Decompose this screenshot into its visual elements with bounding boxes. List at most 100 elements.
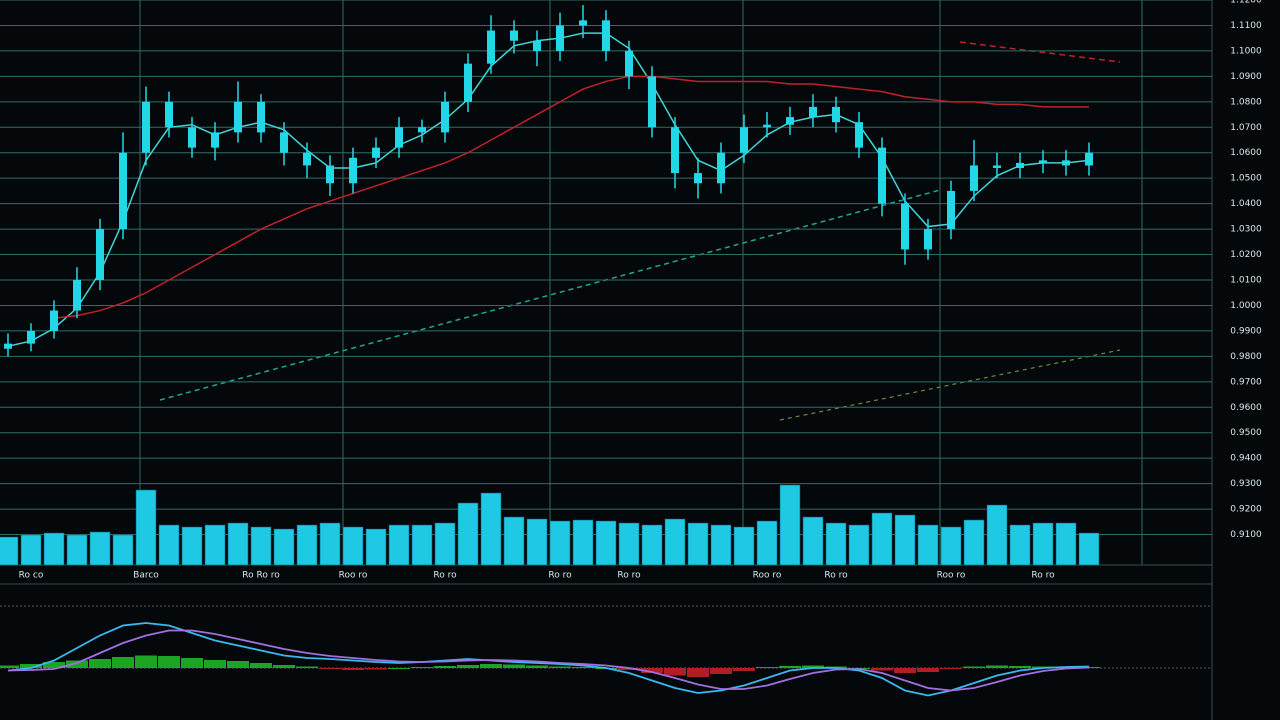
macd-histogram [89, 659, 111, 668]
trend-line [779, 349, 1121, 421]
macd-histogram [135, 655, 157, 668]
volume-bar [0, 536, 19, 566]
macd-histogram [388, 668, 410, 669]
y-tick-label: 1.1000 [1230, 46, 1262, 56]
volume-bar [66, 534, 88, 566]
macd-histogram [296, 666, 318, 668]
candle-body [73, 280, 81, 311]
candle-body [855, 122, 863, 148]
y-tick-label: 1.0300 [1230, 225, 1262, 235]
volume-bar [43, 532, 65, 566]
volume-bar [135, 489, 157, 566]
x-tick-label: Ro ro [548, 571, 572, 581]
volume-bar [595, 520, 617, 566]
candle-body [1016, 162, 1024, 168]
volume-bar [917, 524, 939, 566]
macd-line [7, 629, 1090, 692]
candle-body [487, 30, 495, 64]
x-tick-label: Ro co [19, 571, 44, 581]
volume-bar [296, 524, 318, 566]
volume-bar [526, 518, 548, 566]
volume-bar [825, 522, 847, 566]
candle-body [970, 165, 978, 191]
macd-histogram [319, 668, 341, 669]
x-tick-label: Ro ro [1031, 571, 1055, 581]
volume-bar [963, 519, 985, 566]
volume-bar [342, 526, 364, 566]
volume-bar [204, 524, 226, 566]
candle-body [165, 101, 173, 128]
volume-bar [687, 522, 709, 566]
candle-body [510, 30, 518, 41]
candle-body [832, 106, 840, 123]
y-tick-label: 0.9700 [1230, 377, 1262, 387]
x-tick-label: Barco [133, 571, 159, 581]
y-tick-label: 0.9500 [1230, 428, 1262, 438]
candle-body [464, 63, 472, 102]
candle-body [1062, 160, 1070, 166]
candle-body [50, 310, 58, 331]
candle-body [625, 50, 633, 77]
candle-body [119, 152, 127, 230]
candle-body [924, 229, 932, 250]
volume-bar [1032, 522, 1054, 566]
candle-body [4, 343, 12, 349]
candle-body [556, 25, 564, 51]
candle-body [786, 117, 794, 125]
y-tick-label: 0.9900 [1230, 326, 1262, 336]
macd-histogram [181, 658, 203, 668]
volume-bar [480, 492, 502, 566]
volume-bar [802, 516, 824, 566]
candle-body [326, 165, 334, 184]
y-tick-label: 1.0600 [1230, 148, 1262, 158]
macd-histogram [204, 660, 226, 668]
candle-body [648, 76, 656, 128]
candle-body [947, 190, 955, 230]
y-tick-label: 1.0700 [1230, 123, 1262, 133]
candle-body [280, 132, 288, 153]
macd-histogram [664, 668, 686, 676]
macd-histogram [779, 666, 801, 668]
volume-bar [250, 526, 272, 566]
candle-body [395, 127, 403, 148]
y-tick-label: 0.9300 [1230, 479, 1262, 489]
volume-bar [388, 524, 410, 566]
y-tick-label: 1.0800 [1230, 97, 1262, 107]
candle-body [1085, 152, 1093, 166]
candle-body [211, 132, 219, 148]
y-tick-label: 1.0400 [1230, 199, 1262, 209]
volume-bar [273, 528, 295, 566]
x-tick-label: Roo ro [937, 571, 966, 581]
macd-histogram [112, 657, 134, 668]
volume-bar [434, 522, 456, 566]
x-tick-label: Ro ro [617, 571, 641, 581]
volume-bar [227, 522, 249, 566]
candle-body [694, 173, 702, 184]
macd-histogram [526, 665, 548, 668]
macd-histogram [227, 661, 249, 668]
macd-histogram [871, 668, 893, 671]
macd-histogram [480, 664, 502, 668]
candle-body [349, 157, 357, 184]
y-tick-label: 0.9400 [1230, 454, 1262, 464]
trend-line [959, 41, 1121, 63]
candle-body [602, 20, 610, 51]
macd-histogram [572, 667, 594, 668]
candle-body [878, 147, 886, 204]
macd-histogram [641, 668, 663, 673]
candle-body [533, 40, 541, 51]
candle-body [418, 127, 426, 133]
candle-body [257, 101, 265, 133]
volume-bar [411, 524, 433, 566]
x-tick-label: Ro ro [824, 571, 848, 581]
macd-histogram [503, 664, 525, 668]
volume-bar [1055, 522, 1077, 566]
candle-body [901, 203, 909, 250]
macd-histogram [434, 666, 456, 668]
macd-histogram [986, 665, 1008, 668]
volume-bar [618, 522, 640, 566]
volume-bar [733, 526, 755, 566]
y-tick-label: 1.0500 [1230, 174, 1262, 184]
